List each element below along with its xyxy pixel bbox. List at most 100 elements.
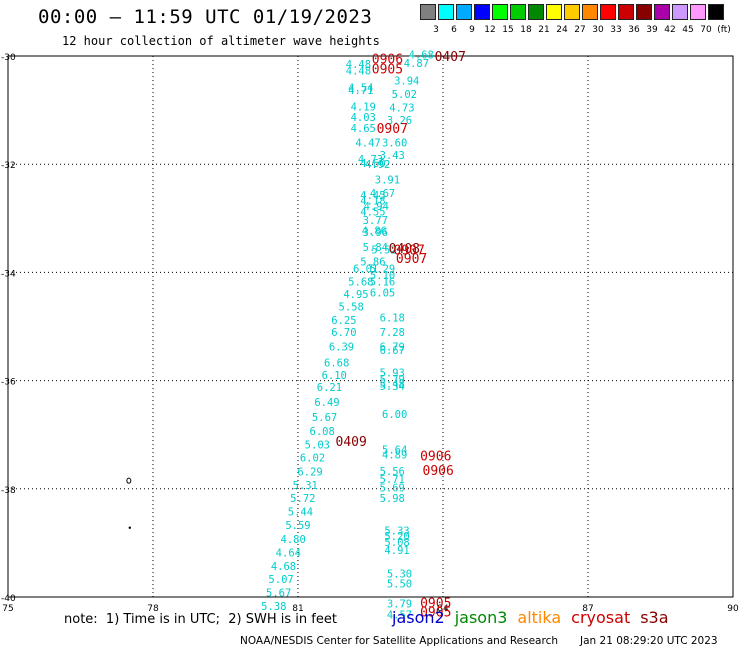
x-tick-label: 90: [727, 604, 739, 614]
wave-height-label: 5.84: [363, 242, 388, 254]
scale-swatch: [708, 4, 724, 20]
scale-label: 9: [469, 25, 475, 35]
wave-height-label: 5.98: [380, 493, 405, 505]
wave-height-label: 4.48: [346, 59, 371, 71]
scale-swatch: [510, 4, 526, 20]
wave-height-label: 5.56: [380, 466, 405, 478]
wave-height-label: 4.67: [370, 188, 395, 200]
y-tick-label: -36: [1, 378, 16, 388]
x-tick-label: 78: [147, 604, 159, 614]
wave-height-label: 7.28: [380, 327, 405, 339]
wave-height-label: 5.10: [370, 270, 395, 282]
scale-swatch: [636, 4, 652, 20]
scale-swatch: [654, 4, 670, 20]
y-tick-label: -32: [1, 161, 16, 171]
wave-height-label: 4.48: [346, 66, 371, 78]
wave-height-label: 5.16: [370, 277, 395, 289]
wave-height-label: 4.18: [360, 195, 385, 207]
plot-frame: [7, 55, 734, 598]
wave-height-label: 4.19: [351, 101, 376, 113]
wave-height-label: 6.18: [380, 312, 405, 324]
scale-label: 12: [484, 25, 496, 35]
island-outline: [126, 477, 132, 484]
wave-height-label: 4.95: [343, 289, 368, 301]
scale-label: 27: [574, 25, 586, 35]
pass-time-label: 0907: [377, 122, 408, 137]
scale-label: 21: [538, 25, 550, 35]
wave-height-label: 5.29: [370, 264, 395, 276]
scale-unit: (ft): [717, 25, 731, 35]
wave-height-label: 4.73: [358, 154, 383, 166]
pass-time-label: 0905: [372, 62, 403, 77]
scale-label: 70: [700, 25, 712, 35]
scale-label: 24: [556, 25, 568, 35]
pass-time-label: 0907: [394, 244, 425, 259]
wave-height-label: 3.60: [382, 138, 407, 150]
wave-height-label: 5.34: [380, 381, 405, 393]
x-tick-label: 87: [582, 604, 593, 614]
wave-height-label: 6.68: [324, 358, 349, 370]
wave-height-label: 4.94: [364, 201, 389, 213]
wave-height-label: 5.86: [360, 257, 385, 269]
wave-height-label: 4.03: [351, 112, 376, 124]
pass-time-label: 0906: [420, 449, 451, 464]
scale-label: 33: [610, 25, 622, 35]
scale-label: 30: [592, 25, 604, 35]
wave-height-label: 5.69: [380, 483, 405, 495]
wave-height-label: 4.54: [348, 82, 373, 94]
wave-height-label: 5.68: [348, 277, 373, 289]
wave-height-label: 4.89: [382, 450, 407, 462]
wave-height-label: 6.21: [317, 382, 342, 394]
mission-altika: altika: [517, 608, 562, 627]
wave-height-label: 4.73: [389, 102, 414, 114]
scale-swatch: [546, 4, 562, 20]
wave-height-label: 4.68: [271, 561, 296, 573]
scale-swatch: [420, 4, 436, 20]
scale-swatch: [618, 4, 634, 20]
wave-height-label: 4.45: [360, 190, 385, 202]
wave-height-label: 5.33: [384, 525, 409, 537]
wave-height-label: 6.79: [380, 342, 405, 354]
wave-height-label: 5.72: [290, 493, 315, 505]
wave-height-label: 6.39: [329, 342, 354, 354]
mission-cryosat: cryosat: [571, 608, 631, 627]
wave-height-label: 5.64: [382, 444, 407, 456]
wave-height-label: 3.77: [363, 215, 388, 227]
pass-time-label: 0905: [420, 596, 451, 611]
island-dot: [128, 526, 131, 529]
pass-time-label: 0907: [396, 252, 427, 267]
wave-height-label: 3.91: [375, 174, 400, 186]
wave-height-label: 5.08: [384, 537, 409, 549]
wave-height-label: 3.79: [387, 598, 412, 610]
wave-height-label: 5.30: [387, 569, 412, 581]
scale-swatch: [582, 4, 598, 20]
wave-height-label: 5.52: [371, 245, 396, 257]
wave-height-label: 6.49: [314, 397, 339, 409]
wave-height-label: 4.68: [409, 49, 434, 61]
wave-height-label: 4.80: [281, 534, 306, 546]
y-tick-label: -40: [1, 594, 16, 604]
scale-swatch: [438, 4, 454, 20]
wave-height-label: 6.67: [380, 345, 405, 357]
credit-line: NOAA/NESDIS Center for Satellite Applica…: [240, 635, 558, 647]
wave-height-label: 4.91: [384, 545, 409, 557]
x-tick-label: 81: [292, 604, 303, 614]
wave-height-label: 5.67: [266, 588, 291, 600]
wave-height-label: 4.65: [351, 123, 376, 135]
chart-title: 00:00 – 11:59 UTC 01/19/2023: [38, 6, 373, 28]
wave-height-label: 4.55: [360, 206, 385, 218]
scale-swatch: [528, 4, 544, 20]
wave-height-label: 6.00: [382, 409, 407, 421]
scale-label: 15: [502, 25, 514, 35]
generated-timestamp: Jan 21 08:29:20 UTC 2023: [580, 635, 718, 647]
wave-height-label: 5.07: [268, 574, 293, 586]
scale-swatch: [600, 4, 616, 20]
scale-label: 6: [451, 25, 457, 35]
wave-height-label: 5.44: [288, 507, 313, 519]
wave-height-label: 4.47: [355, 138, 380, 150]
pass-time-label: 0409: [336, 435, 367, 450]
y-tick-label: -38: [1, 486, 16, 496]
wave-height-label: 5.71: [380, 474, 405, 486]
wave-height-label: 5.50: [387, 578, 412, 590]
pass-time-label: 0905: [420, 606, 451, 621]
